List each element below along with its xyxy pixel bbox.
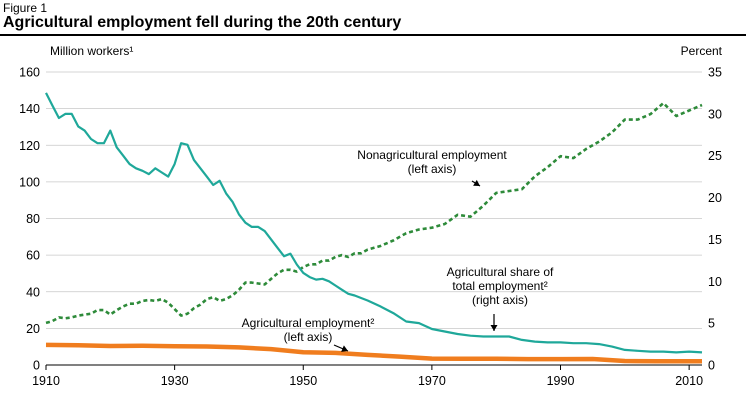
y-axis-right-label: Percent (681, 44, 723, 58)
y-left-tick-label: 80 (26, 212, 40, 226)
annotation-line: Agricultural employment² (242, 316, 375, 330)
axes (45, 364, 702, 370)
annotation-line: Nonagricultural employment (357, 148, 507, 162)
y-left-tick-label: 120 (19, 139, 40, 153)
y-axis-left-label: Million workers¹ (50, 44, 133, 58)
y-right-tick-label: 0 (708, 359, 715, 373)
y-left-tick-label: 40 (26, 285, 40, 299)
figure-title: Agricultural employment fell during the … (3, 14, 402, 31)
y-left-tick-label: 160 (19, 66, 40, 80)
annotation-arrowhead (341, 345, 348, 352)
annotation-arrowhead (473, 179, 480, 186)
tick-labels: 0 20 40 60 80 100 120 140 160 0 5 10 15 20 25 30 35 1910 1… (19, 66, 722, 389)
series-line-1 (45, 101, 703, 325)
title-rule (0, 34, 746, 36)
series-annotation-1: Nonagricultural employment (left axis) (357, 148, 507, 176)
y-left-tick-label: 140 (19, 102, 40, 116)
series-lines (45, 92, 703, 364)
y-right-tick-label: 35 (708, 66, 722, 80)
series-line-2 (45, 92, 703, 354)
y-right-tick-label: 10 (708, 275, 722, 289)
y-left-tick-label: 100 (19, 175, 40, 189)
x-tick-label: 1950 (289, 374, 317, 388)
y-left-tick-label: 20 (26, 322, 40, 336)
y-right-tick-label: 30 (708, 107, 722, 121)
x-tick-label: 1990 (547, 374, 575, 388)
figure-label: Figure 1 (3, 1, 48, 15)
y-right-tick-label: 15 (708, 233, 722, 247)
series-annotation-2: Agricultural share of total employment² (r… (447, 265, 554, 307)
y-left-tick-label: 0 (33, 359, 40, 373)
y-right-tick-label: 25 (708, 149, 722, 163)
annotation-line: Agricultural share of (447, 265, 554, 279)
annotation-arrowhead (490, 325, 498, 331)
series-annotation-3: Agricultural employment² (left axis) (242, 316, 375, 344)
series-annotations: Nonagricultural employment (left axis)Agr… (242, 148, 554, 352)
y-left-tick-label: 60 (26, 249, 40, 263)
x-tick-label: 1910 (32, 374, 60, 388)
annotation-line: (right axis) (472, 293, 528, 307)
x-tick-label: 1970 (418, 374, 446, 388)
x-tick-label: 2010 (675, 374, 703, 388)
annotation-line: (left axis) (284, 330, 333, 344)
gridlines (46, 71, 702, 329)
y-right-tick-label: 5 (708, 317, 715, 331)
y-right-tick-label: 20 (708, 191, 722, 205)
annotation-line: total employment² (452, 279, 547, 293)
x-tick-label: 1930 (161, 374, 189, 388)
annotation-line: (left axis) (408, 162, 457, 176)
series-line-3 (45, 342, 702, 364)
